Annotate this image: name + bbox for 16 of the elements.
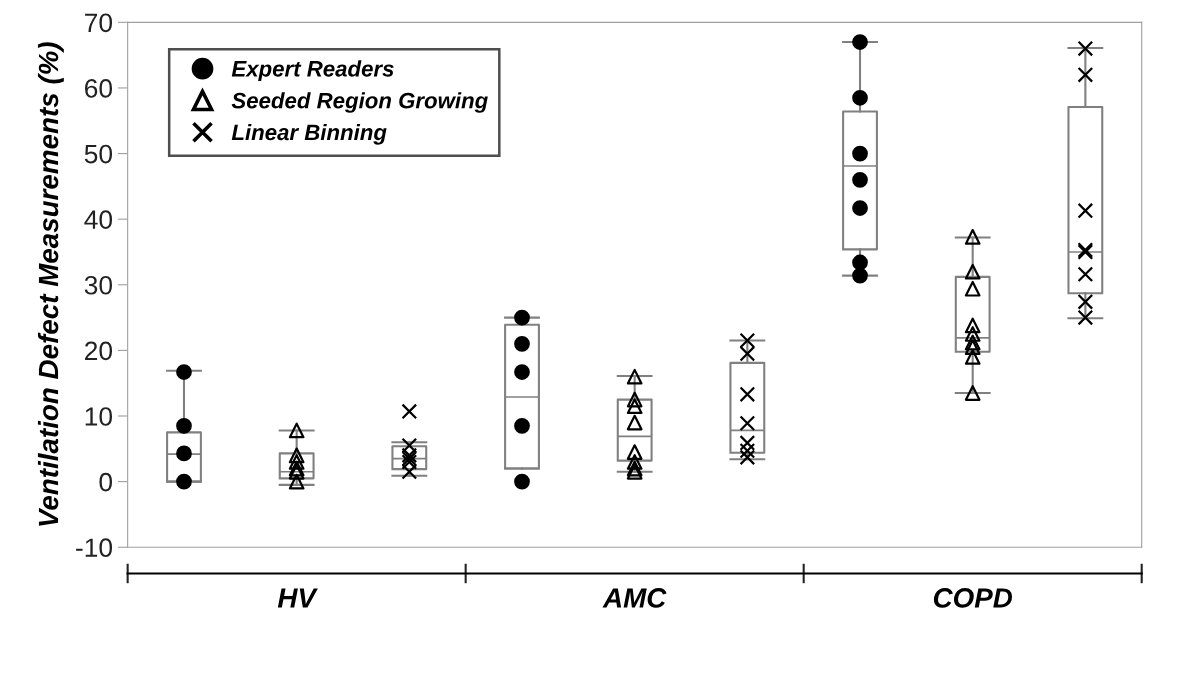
y-tick-label: 50 [84, 144, 113, 164]
legend-label: Seeded Region Growing [231, 92, 488, 113]
legend-label: Linear Binning [231, 123, 387, 145]
y-tick-label: 40 [84, 210, 113, 229]
x-tick-label: HV [277, 588, 318, 608]
y-tick-label: 0 [99, 472, 113, 492]
legend-label: Expert Readers [231, 60, 394, 82]
y-tick-label: 20 [85, 341, 113, 361]
x-tick-label: COPD [933, 588, 1013, 608]
y-tick-label: 30 [84, 275, 113, 295]
y-tick-label: -10 [76, 538, 113, 558]
x-tick-label: AMC [602, 588, 667, 608]
y-tick-label: 10 [85, 407, 113, 426]
y-tick-label: 60 [85, 79, 113, 98]
y-tick-label: 70 [85, 13, 113, 33]
y-axis-title: Ventilation Defect Measurements (%) [37, 42, 64, 526]
